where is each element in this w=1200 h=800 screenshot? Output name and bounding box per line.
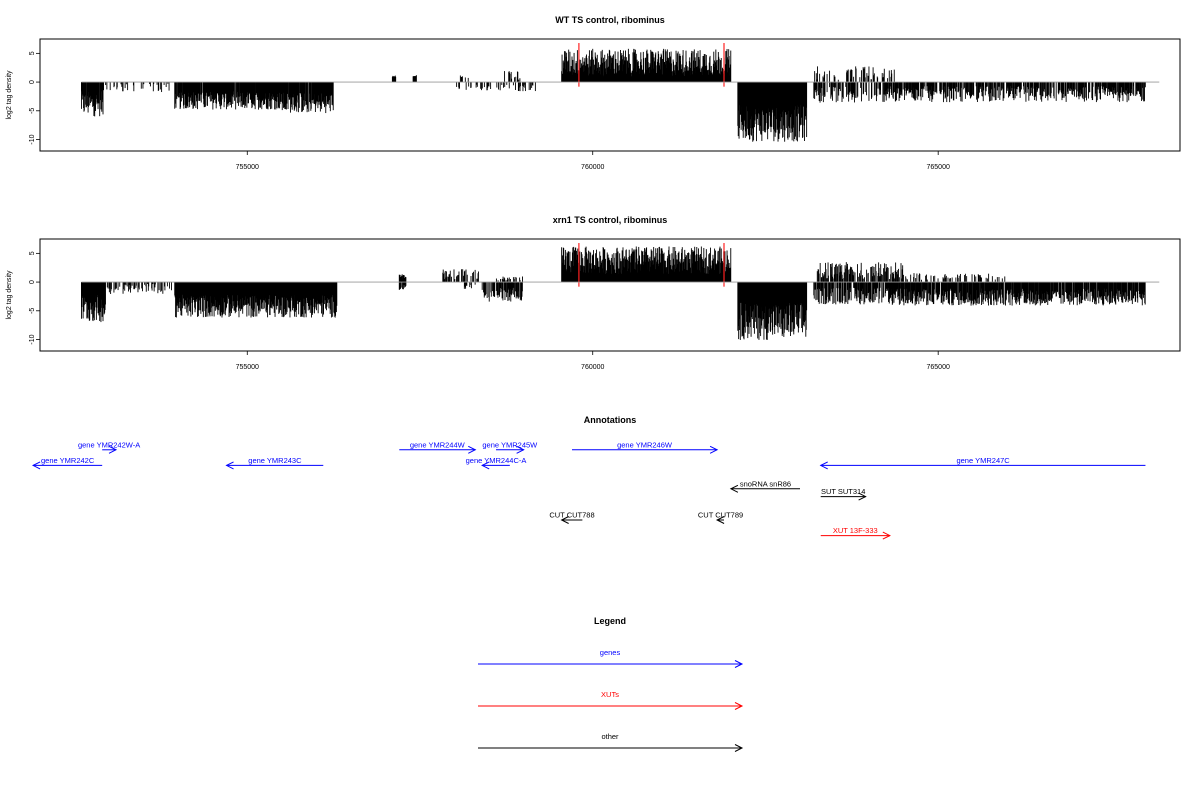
y-axis: 5 0 -5 -10: [29, 251, 40, 345]
red-markers: [578, 43, 725, 87]
y-tick-label: -10: [29, 334, 36, 344]
panel-title: WT TS control, ribominus: [555, 15, 665, 25]
annotation-arrow-head: [858, 492, 867, 501]
y-tick-label: -10: [29, 134, 36, 144]
legend-label: genes: [600, 648, 621, 657]
coverage-bars: [81, 246, 1146, 340]
x-axis: 755000 760000 765000: [236, 151, 950, 171]
annotation-arrow-head: [882, 531, 891, 540]
annotation-arrow-head: [819, 461, 828, 470]
y-axis: 5 0 -5 -10: [29, 51, 40, 145]
annotations-title: Annotations: [584, 415, 637, 425]
x-tick-label: 765000: [927, 364, 950, 371]
y-axis-label: log2 tag density: [6, 270, 13, 320]
legend-arrow-head: [734, 660, 744, 668]
annotation-arrow-head: [225, 461, 234, 470]
panel-title: xrn1 TS control, ribominus: [553, 215, 668, 225]
red-markers: [578, 243, 725, 287]
annotation-label: gene YMR242W-A: [78, 440, 140, 449]
x-tick-label: 760000: [581, 164, 604, 171]
annotation-arrow-head: [31, 461, 41, 470]
x-axis: 755000 760000 765000: [236, 351, 950, 371]
legend-title: Legend: [594, 616, 626, 626]
legend-label: other: [601, 732, 619, 741]
annotation-arrow-head: [468, 445, 477, 454]
annotation-arrow-head: [709, 445, 719, 454]
annotation-label: gene YMR244W: [410, 440, 466, 449]
legend-arrow-head: [734, 744, 744, 752]
annotation-label: SUT SUT314: [821, 487, 865, 496]
annotation-features: gene YMR242C gene YMR242W-A gene YMR243C ge…: [31, 440, 1146, 540]
x-tick-label: 755000: [236, 364, 259, 371]
y-tick-label: 5: [29, 51, 36, 55]
annotation-label: gene YMR243C: [248, 456, 302, 465]
x-tick-label: 760000: [581, 364, 604, 371]
annotation-arrow-head: [108, 445, 118, 454]
coverage-bars: [81, 48, 1146, 142]
annotation-arrow-head: [516, 445, 525, 454]
y-axis-label: log2 tag density: [6, 70, 13, 120]
x-tick-label: 765000: [927, 164, 950, 171]
annotation-arrow-head: [729, 484, 739, 493]
annotation-arrow-head: [715, 516, 725, 524]
xrn1-coverage-panel: xrn1 TS control, ribominus log2 tag dens…: [6, 215, 1181, 371]
annotation-label: gene YMR242C: [41, 456, 95, 465]
y-tick-label: -5: [29, 108, 36, 114]
y-tick-label: 0: [29, 80, 36, 84]
annotation-label: XUT 13F-333: [833, 526, 878, 535]
annotation-label: CUT CUT789: [698, 511, 743, 520]
plot-frame: [39, 38, 1181, 152]
annotation-arrow-head: [560, 516, 569, 524]
y-tick-label: -5: [29, 308, 36, 314]
legend-items: genes XUTs other: [478, 648, 744, 752]
annotation-label: gene YMR244C-A: [466, 456, 527, 465]
wt-coverage-panel: WT TS control, ribominus log2 tag densit…: [6, 15, 1181, 171]
x-tick-label: 755000: [236, 164, 259, 171]
annotation-label: gene YMR245W: [482, 440, 538, 449]
plot-frame: [39, 238, 1181, 352]
annotation-label: gene YMR246W: [617, 440, 673, 449]
annotation-arrow-head: [481, 461, 490, 470]
annotation-label: CUT CUT788: [549, 511, 594, 520]
annotation-label: gene YMR247C: [956, 456, 1010, 465]
legend-label: XUTs: [601, 690, 619, 699]
annotation-label: snoRNA snR86: [740, 479, 791, 488]
y-tick-label: 0: [29, 280, 36, 284]
legend-arrow-head: [734, 702, 744, 710]
y-tick-label: 5: [29, 251, 36, 255]
legend: Legend genes XUTs other: [478, 616, 744, 752]
